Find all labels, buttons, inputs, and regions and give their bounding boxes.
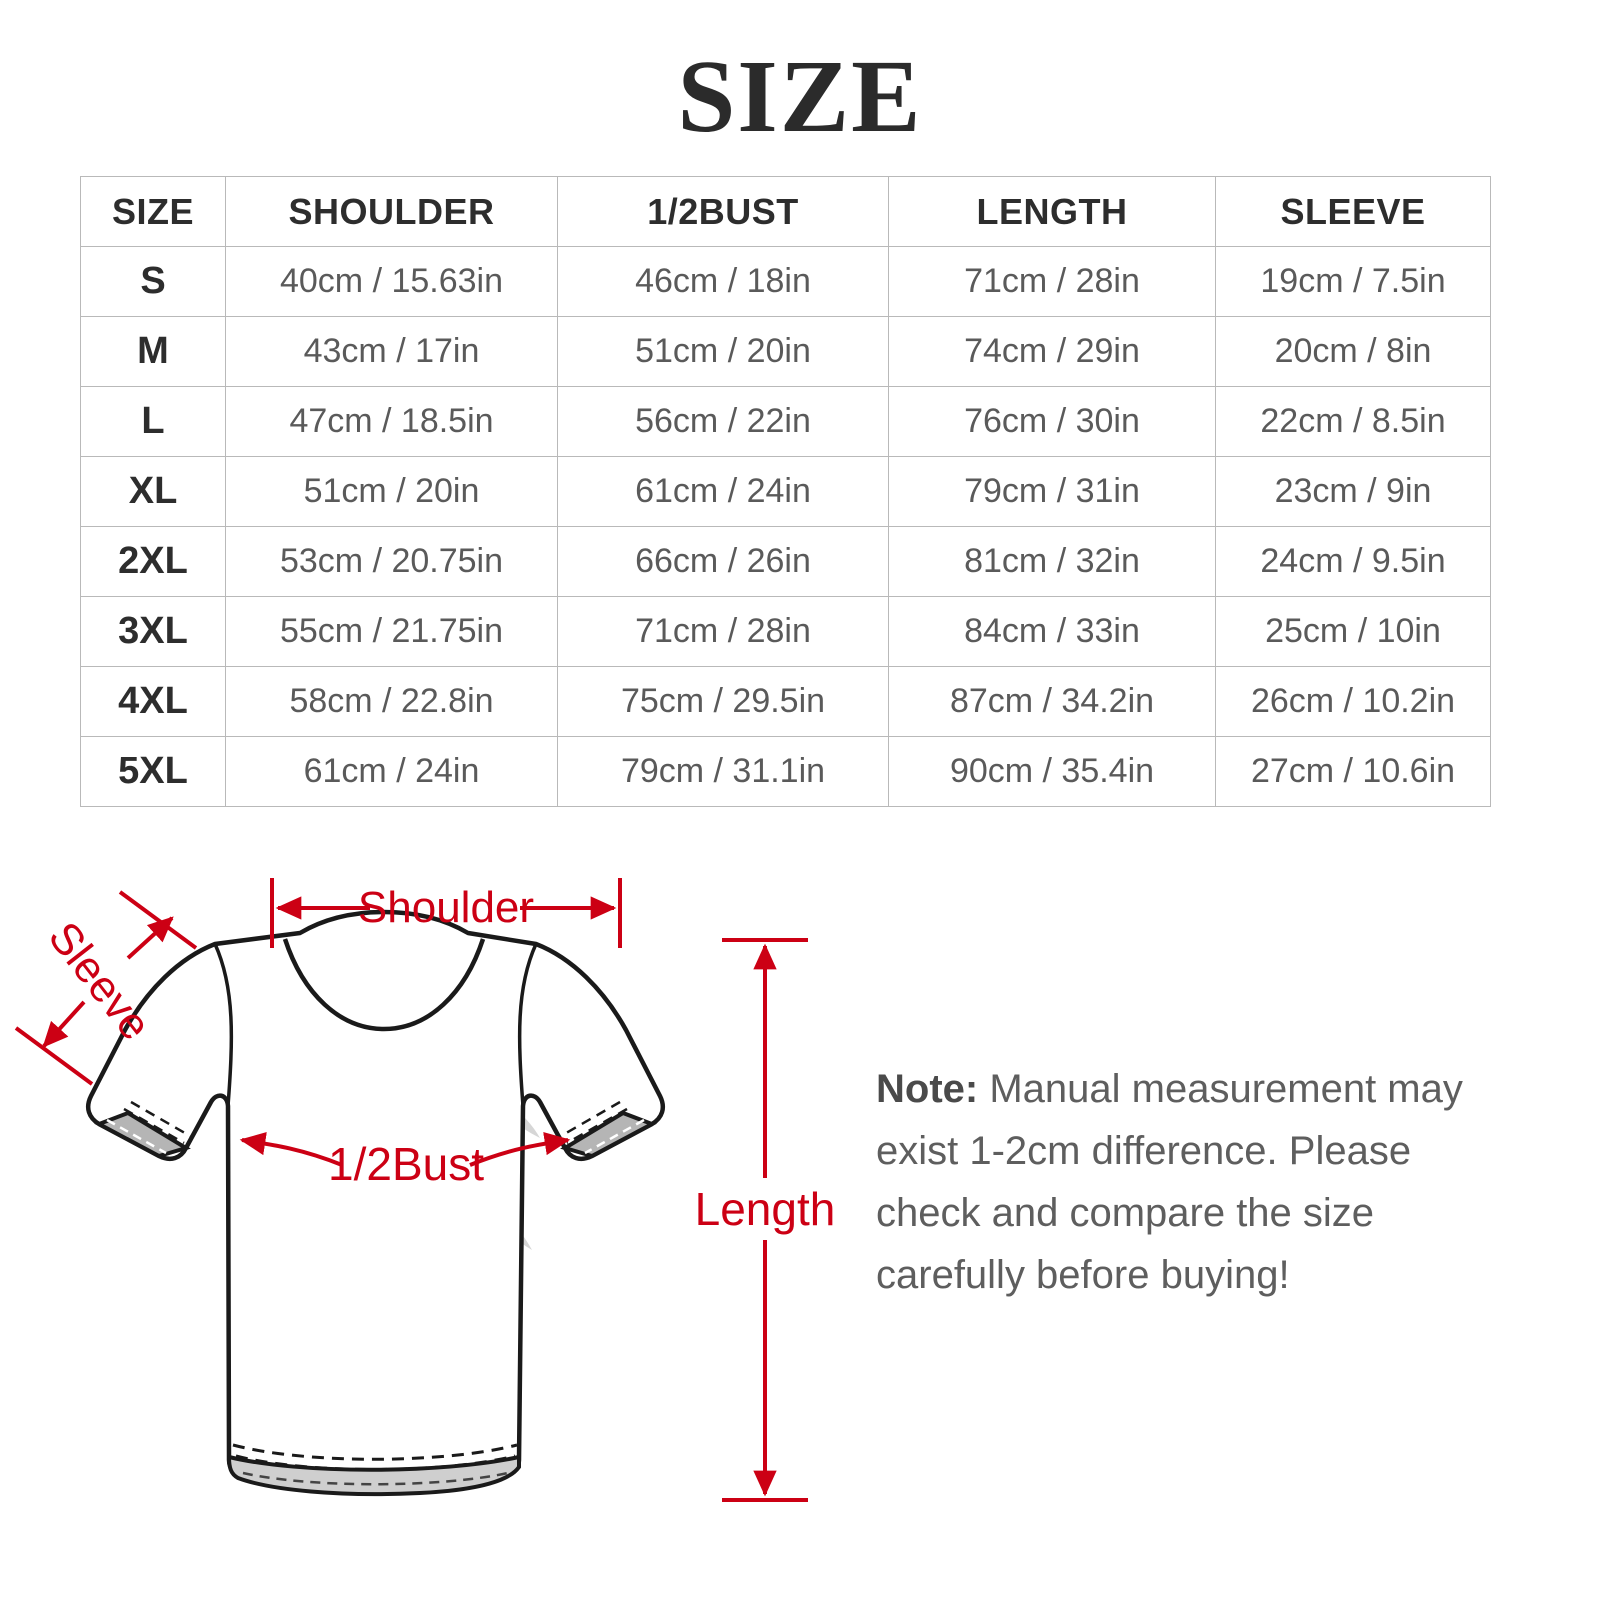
cell-bust: 56cm / 22in	[557, 386, 889, 457]
cell-size: M	[80, 316, 226, 387]
tshirt-measurement-diagram: Shoulder Sleeve 1/2Bust Length	[0, 840, 860, 1540]
cell-size: S	[80, 246, 226, 317]
cell-bust: 66cm / 26in	[557, 526, 889, 597]
cell-sleeve: 20cm / 8in	[1215, 316, 1491, 387]
sleeve-cuff-left-stitch-outer	[130, 1100, 191, 1138]
sleeve-cuff-right-stitch-outer	[560, 1100, 621, 1138]
hem-stitch-lower	[235, 1454, 516, 1471]
cell-sleeve: 22cm / 8.5in	[1215, 386, 1491, 457]
header-sleeve: SLEEVE	[1215, 176, 1491, 247]
table-row: S 40cm / 15.63in 46cm / 18in 71cm / 28in 19c…	[80, 246, 1491, 317]
cell-size: XL	[80, 456, 226, 527]
sleeve-tick-upper	[118, 890, 198, 950]
measurement-note: Note: Manual measurement may exist 1-2cm…	[876, 1058, 1496, 1306]
sleeve-cuff-left	[94, 1110, 191, 1159]
size-chart-table: SIZE SHOULDER 1/2BUST LENGTH SLEEVE S 40c…	[80, 176, 1491, 807]
shoulder-seam-right	[517, 943, 538, 1107]
cell-bust: 51cm / 20in	[557, 316, 889, 387]
tshirt-outline	[86, 909, 665, 1486]
bust-measure-group: 1/2Bust	[239, 1132, 571, 1190]
cell-sleeve: 19cm / 7.5in	[1215, 246, 1491, 317]
header-bust: 1/2BUST	[557, 176, 889, 247]
collar-outer-ring	[282, 938, 486, 1032]
header-length: LENGTH	[888, 176, 1216, 247]
cell-shoulder: 51cm / 20in	[225, 456, 558, 527]
cell-sleeve: 26cm / 10.2in	[1215, 666, 1491, 737]
cell-size: 3XL	[80, 596, 226, 667]
cell-shoulder: 61cm / 24in	[225, 736, 558, 807]
table-row: 3XL 55cm / 21.75in 71cm / 28in 84cm / 33in 2…	[80, 596, 1491, 667]
cell-length: 71cm / 28in	[888, 246, 1216, 317]
length-measure-group: Length	[695, 938, 836, 1502]
sleeve-tick-lower	[14, 1026, 94, 1086]
cell-size: L	[80, 386, 226, 457]
cell-size: 4XL	[80, 666, 226, 737]
bust-arrow-left	[239, 1132, 343, 1167]
table-header-row: SIZE SHOULDER 1/2BUST LENGTH SLEEVE	[80, 176, 1491, 247]
cell-shoulder: 58cm / 22.8in	[225, 666, 558, 737]
header-size: SIZE	[80, 176, 226, 247]
table-row: 2XL 53cm / 20.75in 66cm / 26in 81cm / 32in 2…	[80, 526, 1491, 597]
table-row: XL 51cm / 20in 61cm / 24in 79cm / 31in 23cm …	[80, 456, 1491, 527]
cell-bust: 46cm / 18in	[557, 246, 889, 317]
cell-length: 81cm / 32in	[888, 526, 1216, 597]
note-text: Manual measurement may exist 1-2cm diffe…	[876, 1067, 1463, 1297]
sleeve-cuff-right-stitch-inner	[584, 1118, 645, 1155]
cell-bust: 61cm / 24in	[557, 456, 889, 527]
bust-arrow-right	[469, 1132, 571, 1167]
cell-shoulder: 43cm / 17in	[225, 316, 558, 387]
cell-shoulder: 55cm / 21.75in	[225, 596, 558, 667]
sleeve-cuff-right-stitch-mid	[566, 1107, 628, 1145]
cell-length: 90cm / 35.4in	[888, 736, 1216, 807]
table-row: M 43cm / 17in 51cm / 20in 74cm / 29in 20cm /…	[80, 316, 1491, 387]
cell-sleeve: 25cm / 10in	[1215, 596, 1491, 667]
cell-size: 5XL	[80, 736, 226, 807]
note-label: Note:	[876, 1067, 979, 1111]
cell-length: 84cm / 33in	[888, 596, 1216, 667]
shoulder-measure-group: Shoulder	[270, 878, 622, 948]
cell-shoulder: 47cm / 18.5in	[225, 386, 558, 457]
sleeve-arrow-upper	[126, 916, 174, 960]
length-label: Length	[695, 1183, 836, 1235]
shoulder-label: Shoulder	[358, 883, 534, 932]
cell-length: 87cm / 34.2in	[888, 666, 1216, 737]
table-row: L 47cm / 18.5in 56cm / 22in 76cm / 30in 22cm…	[80, 386, 1491, 457]
cell-sleeve: 27cm / 10.6in	[1215, 736, 1491, 807]
cell-length: 76cm / 30in	[888, 386, 1216, 457]
sleeve-arrow-lower	[42, 1000, 86, 1048]
header-shoulder: SHOULDER	[225, 176, 558, 247]
hem-band	[226, 1454, 521, 1497]
sleeve-cuff-left-stitch-mid	[123, 1107, 185, 1145]
shoulder-seam-left	[213, 943, 234, 1107]
cell-shoulder: 40cm / 15.63in	[225, 246, 558, 317]
table-row: 5XL 61cm / 24in 79cm / 31.1in 90cm / 35.4in…	[80, 736, 1491, 807]
sleeve-label: Sleeve	[39, 913, 160, 1049]
cell-shoulder: 53cm / 20.75in	[225, 526, 558, 597]
sleeve-cuff-left-stitch-inner	[106, 1118, 167, 1155]
cell-size: 2XL	[80, 526, 226, 597]
cell-bust: 75cm / 29.5in	[557, 666, 889, 737]
cell-sleeve: 24cm / 9.5in	[1215, 526, 1491, 597]
cell-bust: 79cm / 31.1in	[557, 736, 889, 807]
table-row: 4XL 58cm / 22.8in 75cm / 29.5in 87cm / 34.2…	[80, 666, 1491, 737]
bust-label: 1/2Bust	[328, 1138, 484, 1190]
cell-length: 79cm / 31in	[888, 456, 1216, 527]
cell-sleeve: 23cm / 9in	[1215, 456, 1491, 527]
hem-stitch-upper	[232, 1443, 518, 1461]
cell-length: 74cm / 29in	[888, 316, 1216, 387]
page-title: SIZE	[677, 39, 923, 154]
cell-bust: 71cm / 28in	[557, 596, 889, 667]
